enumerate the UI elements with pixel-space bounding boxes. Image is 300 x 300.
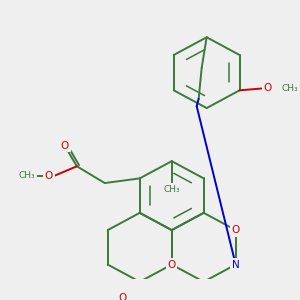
- Text: CH₃: CH₃: [281, 84, 298, 93]
- Text: O: O: [263, 83, 272, 94]
- Text: O: O: [45, 171, 53, 181]
- Text: O: O: [118, 293, 126, 300]
- Text: N: N: [232, 260, 240, 270]
- Text: O: O: [168, 260, 176, 270]
- Text: CH₃: CH₃: [19, 171, 35, 180]
- Text: CH₃: CH₃: [164, 184, 180, 194]
- Text: O: O: [232, 225, 240, 235]
- Text: O: O: [61, 141, 69, 151]
